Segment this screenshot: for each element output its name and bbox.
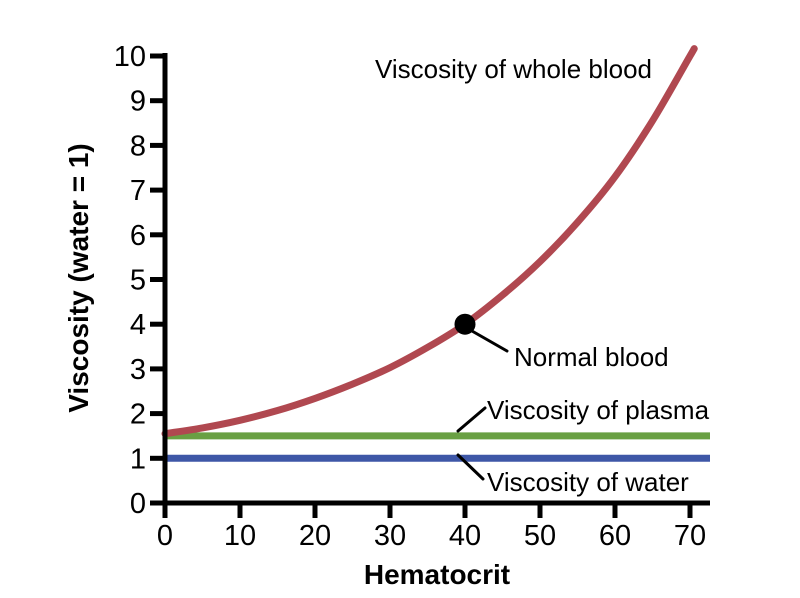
y-axis-title: Viscosity (water = 1) [63, 143, 94, 413]
water-line-label: Viscosity of water [487, 467, 689, 497]
y-tick-label: 8 [130, 130, 146, 162]
x-tick-label: 0 [157, 520, 173, 552]
whole-blood-curve-label: Viscosity of whole blood [375, 54, 652, 84]
x-tick-label: 10 [224, 520, 256, 552]
plasma-line-label: Viscosity of plasma [487, 395, 710, 425]
plasma-leader-line [456, 406, 487, 433]
x-tick-label: 30 [374, 520, 406, 552]
whole-blood-curve [161, 45, 698, 438]
y-tick-label: 0 [130, 488, 146, 520]
x-tick-label: 40 [449, 520, 481, 552]
y-tick-label: 1 [130, 443, 146, 475]
x-axis-title: Hematocrit [364, 559, 510, 590]
water-leader-line [456, 453, 485, 481]
x-tick-label: 50 [524, 520, 556, 552]
normal-blood-marker-dot [454, 313, 476, 335]
x-tick-label: 60 [599, 520, 631, 552]
y-tick-label: 5 [130, 265, 146, 297]
x-tick-label: 20 [299, 520, 331, 552]
y-tick-label: 10 [114, 41, 146, 73]
normal-blood-label: Normal blood [514, 342, 669, 372]
x-tick-label: 70 [674, 520, 706, 552]
y-tick-label: 6 [130, 220, 146, 252]
y-tick-label: 4 [130, 309, 146, 341]
y-tick-label: 3 [130, 354, 146, 386]
plot-layer: 0 10 20 30 40 50 60 70 0 1 2 3 4 5 6 7 8 9 10 [114, 41, 710, 552]
normal-blood-leader-line [470, 329, 509, 353]
y-tick-label: 9 [130, 86, 146, 118]
y-tick-label: 7 [130, 175, 146, 207]
y-tick-label: 2 [130, 399, 146, 431]
